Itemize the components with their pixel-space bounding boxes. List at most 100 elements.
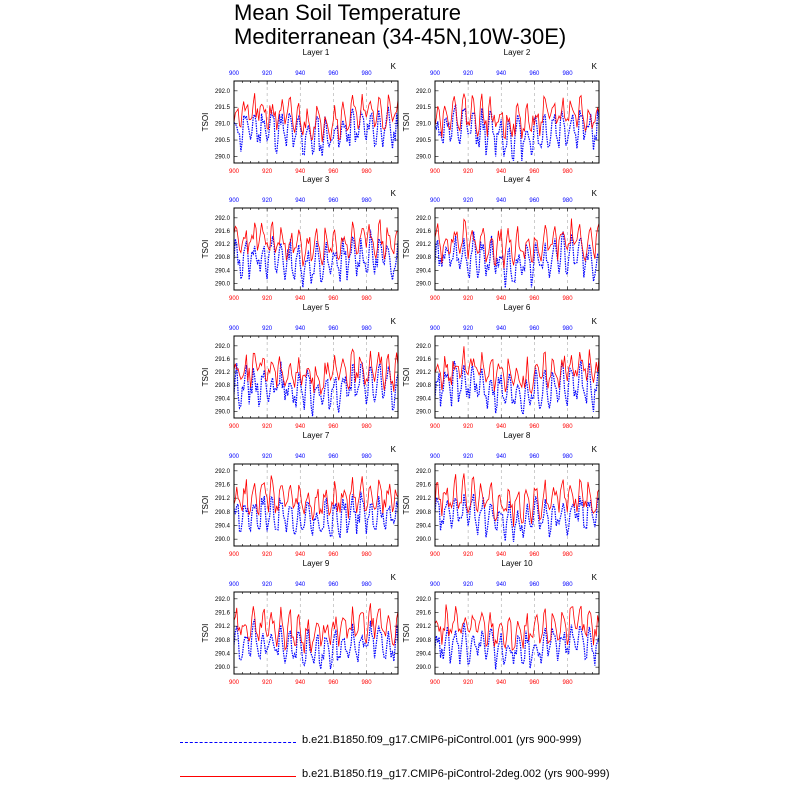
bottom-x-tick-label: 900 <box>229 296 240 302</box>
bottom-x-tick-label: 980 <box>362 680 373 686</box>
top-x-tick-label: 920 <box>463 582 474 588</box>
units-label: K <box>391 445 397 454</box>
top-x-tick-label: 920 <box>463 198 474 204</box>
top-x-tick-label: 980 <box>563 582 574 588</box>
bottom-x-tick-label: 920 <box>463 680 474 686</box>
y-tick-label: 290.0 <box>416 665 432 671</box>
y-tick-label: 290.0 <box>416 409 432 415</box>
y-axis-label: TSOI <box>402 624 411 643</box>
bottom-x-tick-label: 960 <box>529 424 540 430</box>
series-line-f19 <box>435 93 599 140</box>
plot-frame <box>434 335 600 419</box>
bottom-x-tick-label: 920 <box>463 296 474 302</box>
y-tick-label: 290.0 <box>215 281 231 287</box>
plot-frame <box>434 80 600 164</box>
series-line-f09 <box>435 493 599 543</box>
series-line-f09 <box>435 231 599 288</box>
bottom-x-tick-label: 900 <box>430 169 441 175</box>
units-label: K <box>391 189 397 198</box>
bottom-x-tick-label: 960 <box>529 169 540 175</box>
top-x-tick-label: 980 <box>563 326 574 332</box>
legend-label-series2: b.e21.B1850.f19_g17.CMIP6-piControl-2deg… <box>302 768 610 780</box>
bottom-x-tick-label: 980 <box>563 680 574 686</box>
y-tick-label: 291.6 <box>215 611 231 617</box>
units-label: K <box>592 573 598 582</box>
bottom-x-tick-label: 920 <box>262 424 273 430</box>
bottom-x-tick-label: 940 <box>496 552 507 558</box>
series-line-f19 <box>435 218 599 269</box>
units-label: K <box>592 189 598 198</box>
top-x-tick-label: 900 <box>229 198 240 204</box>
y-tick-label: 290.4 <box>215 524 231 530</box>
series-line-f09 <box>435 104 599 162</box>
bottom-x-tick-label: 940 <box>496 169 507 175</box>
plot-frame <box>434 207 600 291</box>
top-x-tick-label: 980 <box>362 198 373 204</box>
bottom-x-tick-label: 960 <box>328 552 339 558</box>
top-x-tick-label: 940 <box>295 71 306 77</box>
bottom-x-tick-label: 940 <box>496 680 507 686</box>
top-x-tick-label: 900 <box>229 454 240 460</box>
top-x-tick-label: 980 <box>362 454 373 460</box>
bottom-x-tick-label: 980 <box>362 296 373 302</box>
y-tick-label: 291.6 <box>215 357 231 363</box>
top-x-tick-label: 920 <box>463 326 474 332</box>
y-tick-label: 292.0 <box>215 597 231 603</box>
y-tick-label: 291.2 <box>215 242 231 248</box>
y-axis-label: TSOI <box>402 113 411 132</box>
top-x-tick-label: 940 <box>496 582 507 588</box>
units-label: K <box>391 317 397 326</box>
panel-title: Layer 10 <box>501 559 533 568</box>
top-x-tick-label: 960 <box>529 326 540 332</box>
panel-title: Layer 1 <box>303 48 330 57</box>
y-tick-label: 290.4 <box>215 652 231 658</box>
series-line-f19 <box>435 346 599 395</box>
y-tick-label: 291.2 <box>416 496 432 502</box>
y-tick-label: 290.4 <box>416 396 432 402</box>
top-x-tick-label: 980 <box>563 71 574 77</box>
panel-layer-5: Layer 5 K 900 920 940 960 980 900 920 940 960 980 29… <box>201 303 399 430</box>
panel-title: Layer 9 <box>303 559 330 568</box>
series-line-f09 <box>234 618 398 670</box>
top-x-tick-label: 960 <box>328 198 339 204</box>
panel-layer-10: Layer 10 K 900 920 940 960 980 900 920 940 960 980 2… <box>402 559 600 686</box>
y-tick-label: 291.2 <box>215 624 231 630</box>
top-x-tick-label: 900 <box>229 582 240 588</box>
top-x-tick-label: 980 <box>362 71 373 77</box>
y-tick-label: 291.5 <box>215 105 231 111</box>
y-tick-label: 290.4 <box>215 268 231 274</box>
bottom-x-tick-label: 980 <box>563 552 574 558</box>
y-axis-label: TSOI <box>201 368 210 387</box>
panel-layer-9: Layer 9 K 900 920 940 960 980 900 920 940 960 980 29… <box>201 559 399 686</box>
panel-layer-8: Layer 8 K 900 920 940 960 980 900 920 940 960 980 29… <box>402 431 600 558</box>
bottom-x-tick-label: 920 <box>262 680 273 686</box>
y-tick-label: 290.8 <box>215 638 231 644</box>
y-tick-label: 290.0 <box>416 281 432 287</box>
y-tick-label: 291.2 <box>215 496 231 502</box>
plot-frame <box>233 335 399 419</box>
top-x-tick-label: 940 <box>295 198 306 204</box>
top-x-tick-label: 960 <box>529 71 540 77</box>
top-x-tick-label: 920 <box>463 71 474 77</box>
y-tick-label: 290.4 <box>416 652 432 658</box>
panel-layer-2: Layer 2 K 900 920 940 960 980 900 920 940 960 980 29… <box>402 48 600 175</box>
top-x-tick-label: 980 <box>563 454 574 460</box>
top-x-tick-label: 960 <box>328 582 339 588</box>
y-tick-label: 291.6 <box>416 611 432 617</box>
top-x-tick-label: 920 <box>262 582 273 588</box>
y-tick-label: 290.8 <box>215 255 231 261</box>
y-axis-label: TSOI <box>402 496 411 515</box>
top-x-tick-label: 980 <box>563 198 574 204</box>
top-x-tick-label: 940 <box>295 454 306 460</box>
y-tick-label: 290.8 <box>215 383 231 389</box>
y-tick-label: 292.0 <box>416 469 432 475</box>
plot-frame <box>233 463 399 547</box>
y-tick-label: 290.0 <box>215 665 231 671</box>
y-tick-label: 290.4 <box>416 524 432 530</box>
bottom-x-tick-label: 920 <box>262 552 273 558</box>
top-x-tick-label: 900 <box>430 198 441 204</box>
y-tick-label: 290.8 <box>215 510 231 516</box>
y-tick-label: 292.0 <box>416 216 432 222</box>
bottom-x-tick-label: 900 <box>229 680 240 686</box>
y-tick-label: 292.0 <box>215 216 231 222</box>
